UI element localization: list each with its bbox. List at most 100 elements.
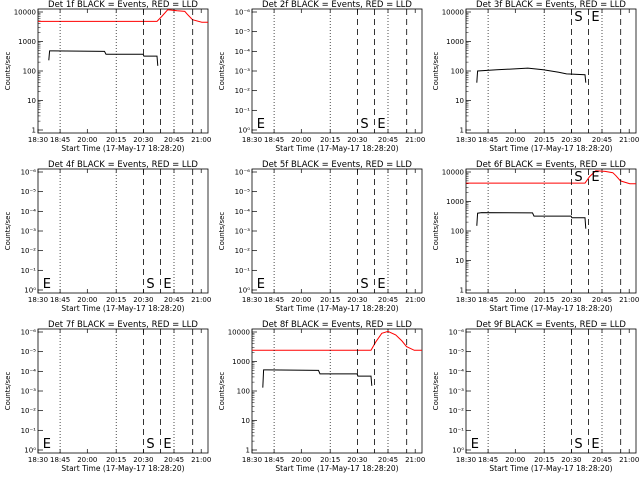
y-axis-label: Counts/sec xyxy=(218,52,226,91)
events-series-line xyxy=(262,369,373,388)
x-tick-label: 20:45 xyxy=(378,136,398,144)
annotation-end: E xyxy=(257,277,265,292)
plot-frame xyxy=(465,328,637,454)
y-tick-label: 10 xyxy=(241,417,250,425)
y-tick-label: 10⁻⁵ xyxy=(235,188,251,196)
x-tick-label: 18:30 xyxy=(456,136,476,144)
x-tick-label: 18:45 xyxy=(50,456,70,464)
y-axis-label: Counts/sec xyxy=(4,372,12,411)
events-series-line xyxy=(476,67,587,83)
y-tick-label: 10 xyxy=(27,97,36,105)
x-tick-label: 20:30 xyxy=(561,296,581,304)
y-tick-label: 10⁰ xyxy=(24,287,36,295)
x-tick-label: 18:45 xyxy=(478,456,498,464)
y-tick-label: 1 xyxy=(460,127,464,135)
x-tick-label: 20:30 xyxy=(347,136,367,144)
x-tick-label: 20:45 xyxy=(378,296,398,304)
annotation-end: E xyxy=(257,117,265,132)
x-tick-label: 20:15 xyxy=(320,296,340,304)
x-axis-label: Start Time (17-May-17 18:28:20) xyxy=(275,304,398,313)
x-tick-label: 20:15 xyxy=(106,456,126,464)
y-axis-label: Counts/sec xyxy=(218,372,226,411)
x-tick-label: 20:45 xyxy=(592,296,612,304)
x-tick-label: 18:30 xyxy=(242,136,262,144)
x-tick-label: 20:15 xyxy=(106,296,126,304)
x-axis-label: Start Time (17-May-17 18:28:20) xyxy=(489,304,612,313)
panel-title: Det 1f BLACK = Events, RED = LLD xyxy=(48,0,198,10)
y-tick-label: 1000 xyxy=(18,38,36,46)
x-tick-label: 20:00 xyxy=(77,296,97,304)
y-tick-label: 10 xyxy=(455,257,464,265)
x-tick-label: 20:15 xyxy=(106,136,126,144)
y-tick-label: 10⁻⁵ xyxy=(235,28,251,36)
panel-title: Det 7f BLACK = Events, RED = LLD xyxy=(48,320,198,330)
x-tick-label: 18:30 xyxy=(456,456,476,464)
y-tick-label: 10⁻¹ xyxy=(235,107,251,115)
x-axis-label: Start Time (17-May-17 18:28:20) xyxy=(61,304,184,313)
y-tick-label: 1000 xyxy=(446,198,464,206)
x-tick-label: 21:00 xyxy=(619,136,639,144)
y-tick-label: 10000 xyxy=(442,169,464,177)
x-tick-label: 20:30 xyxy=(347,296,367,304)
y-tick-label: 10000 xyxy=(14,9,36,17)
x-tick-label: 21:00 xyxy=(405,296,425,304)
detector-panel: Det 3f BLACK = Events, RED = LLD 18:30 18:… xyxy=(432,0,639,153)
panel-title: Det 8f BLACK = Events, RED = LLD xyxy=(262,320,412,330)
y-tick-label: 10⁰ xyxy=(238,287,250,295)
annotation-end: E xyxy=(163,437,171,452)
x-tick-label: 20:15 xyxy=(320,136,340,144)
y-tick-label: 10⁻³ xyxy=(235,228,251,236)
plot-frame xyxy=(465,168,637,294)
y-tick-label: 10⁻² xyxy=(449,407,465,415)
y-tick-label: 1 xyxy=(32,127,36,135)
panel-title: Det 2f BLACK = Events, RED = LLD xyxy=(262,0,412,10)
y-axis-label: Counts/sec xyxy=(432,52,440,91)
plot-frame xyxy=(37,328,209,454)
x-tick-label: 20:00 xyxy=(291,296,311,304)
annotation-end: E xyxy=(163,277,171,292)
y-tick-label: 10⁻³ xyxy=(235,68,251,76)
y-tick-label: 10⁻² xyxy=(21,247,37,255)
y-tick-label: 10⁻³ xyxy=(21,228,37,236)
y-tick-label: 10000 xyxy=(442,9,464,17)
y-tick-label: 10⁻² xyxy=(235,87,251,95)
x-tick-label: 20:30 xyxy=(133,456,153,464)
annotation-start: S xyxy=(146,277,154,292)
x-tick-label: 18:45 xyxy=(478,296,498,304)
y-tick-label: 10⁻⁵ xyxy=(21,348,37,356)
plot-frame xyxy=(37,8,209,134)
x-tick-label: 20:15 xyxy=(320,456,340,464)
x-tick-label: 20:30 xyxy=(133,136,153,144)
x-axis-label: Start Time (17-May-17 18:28:20) xyxy=(275,464,398,473)
y-tick-label: 10⁻⁶ xyxy=(235,169,251,177)
panel-title: Det 3f BLACK = Events, RED = LLD xyxy=(476,0,626,10)
y-tick-label: 10⁻² xyxy=(235,247,251,255)
x-tick-label: 21:00 xyxy=(619,296,639,304)
x-tick-label: 18:45 xyxy=(50,296,70,304)
y-tick-label: 10⁻⁵ xyxy=(21,188,37,196)
x-tick-label: 20:45 xyxy=(592,456,612,464)
annotation-end: E xyxy=(471,437,479,452)
x-tick-label: 18:30 xyxy=(456,296,476,304)
y-axis-label: Counts/sec xyxy=(432,372,440,411)
x-tick-label: 18:30 xyxy=(28,296,48,304)
y-tick-label: 1000 xyxy=(232,358,250,366)
x-tick-label: 18:45 xyxy=(478,136,498,144)
y-tick-label: 10⁻⁶ xyxy=(21,329,37,337)
plot-frame xyxy=(251,168,423,294)
panel-title: Det 9f BLACK = Events, RED = LLD xyxy=(476,320,626,330)
y-tick-label: 10⁰ xyxy=(24,447,36,455)
plot-frame xyxy=(37,168,209,294)
y-tick-label: 10⁻¹ xyxy=(449,427,465,435)
annotation-end: E xyxy=(377,277,385,292)
x-axis-label: Start Time (17-May-17 18:28:20) xyxy=(489,144,612,153)
y-tick-label: 10⁻⁴ xyxy=(21,208,37,216)
x-axis-label: Start Time (17-May-17 18:28:20) xyxy=(275,144,398,153)
x-tick-label: 20:00 xyxy=(291,136,311,144)
y-axis-label: Counts/sec xyxy=(432,212,440,251)
annotation-end: E xyxy=(591,437,599,452)
x-tick-label: 18:45 xyxy=(264,136,284,144)
x-tick-label: 20:00 xyxy=(291,456,311,464)
x-tick-label: 20:45 xyxy=(164,296,184,304)
